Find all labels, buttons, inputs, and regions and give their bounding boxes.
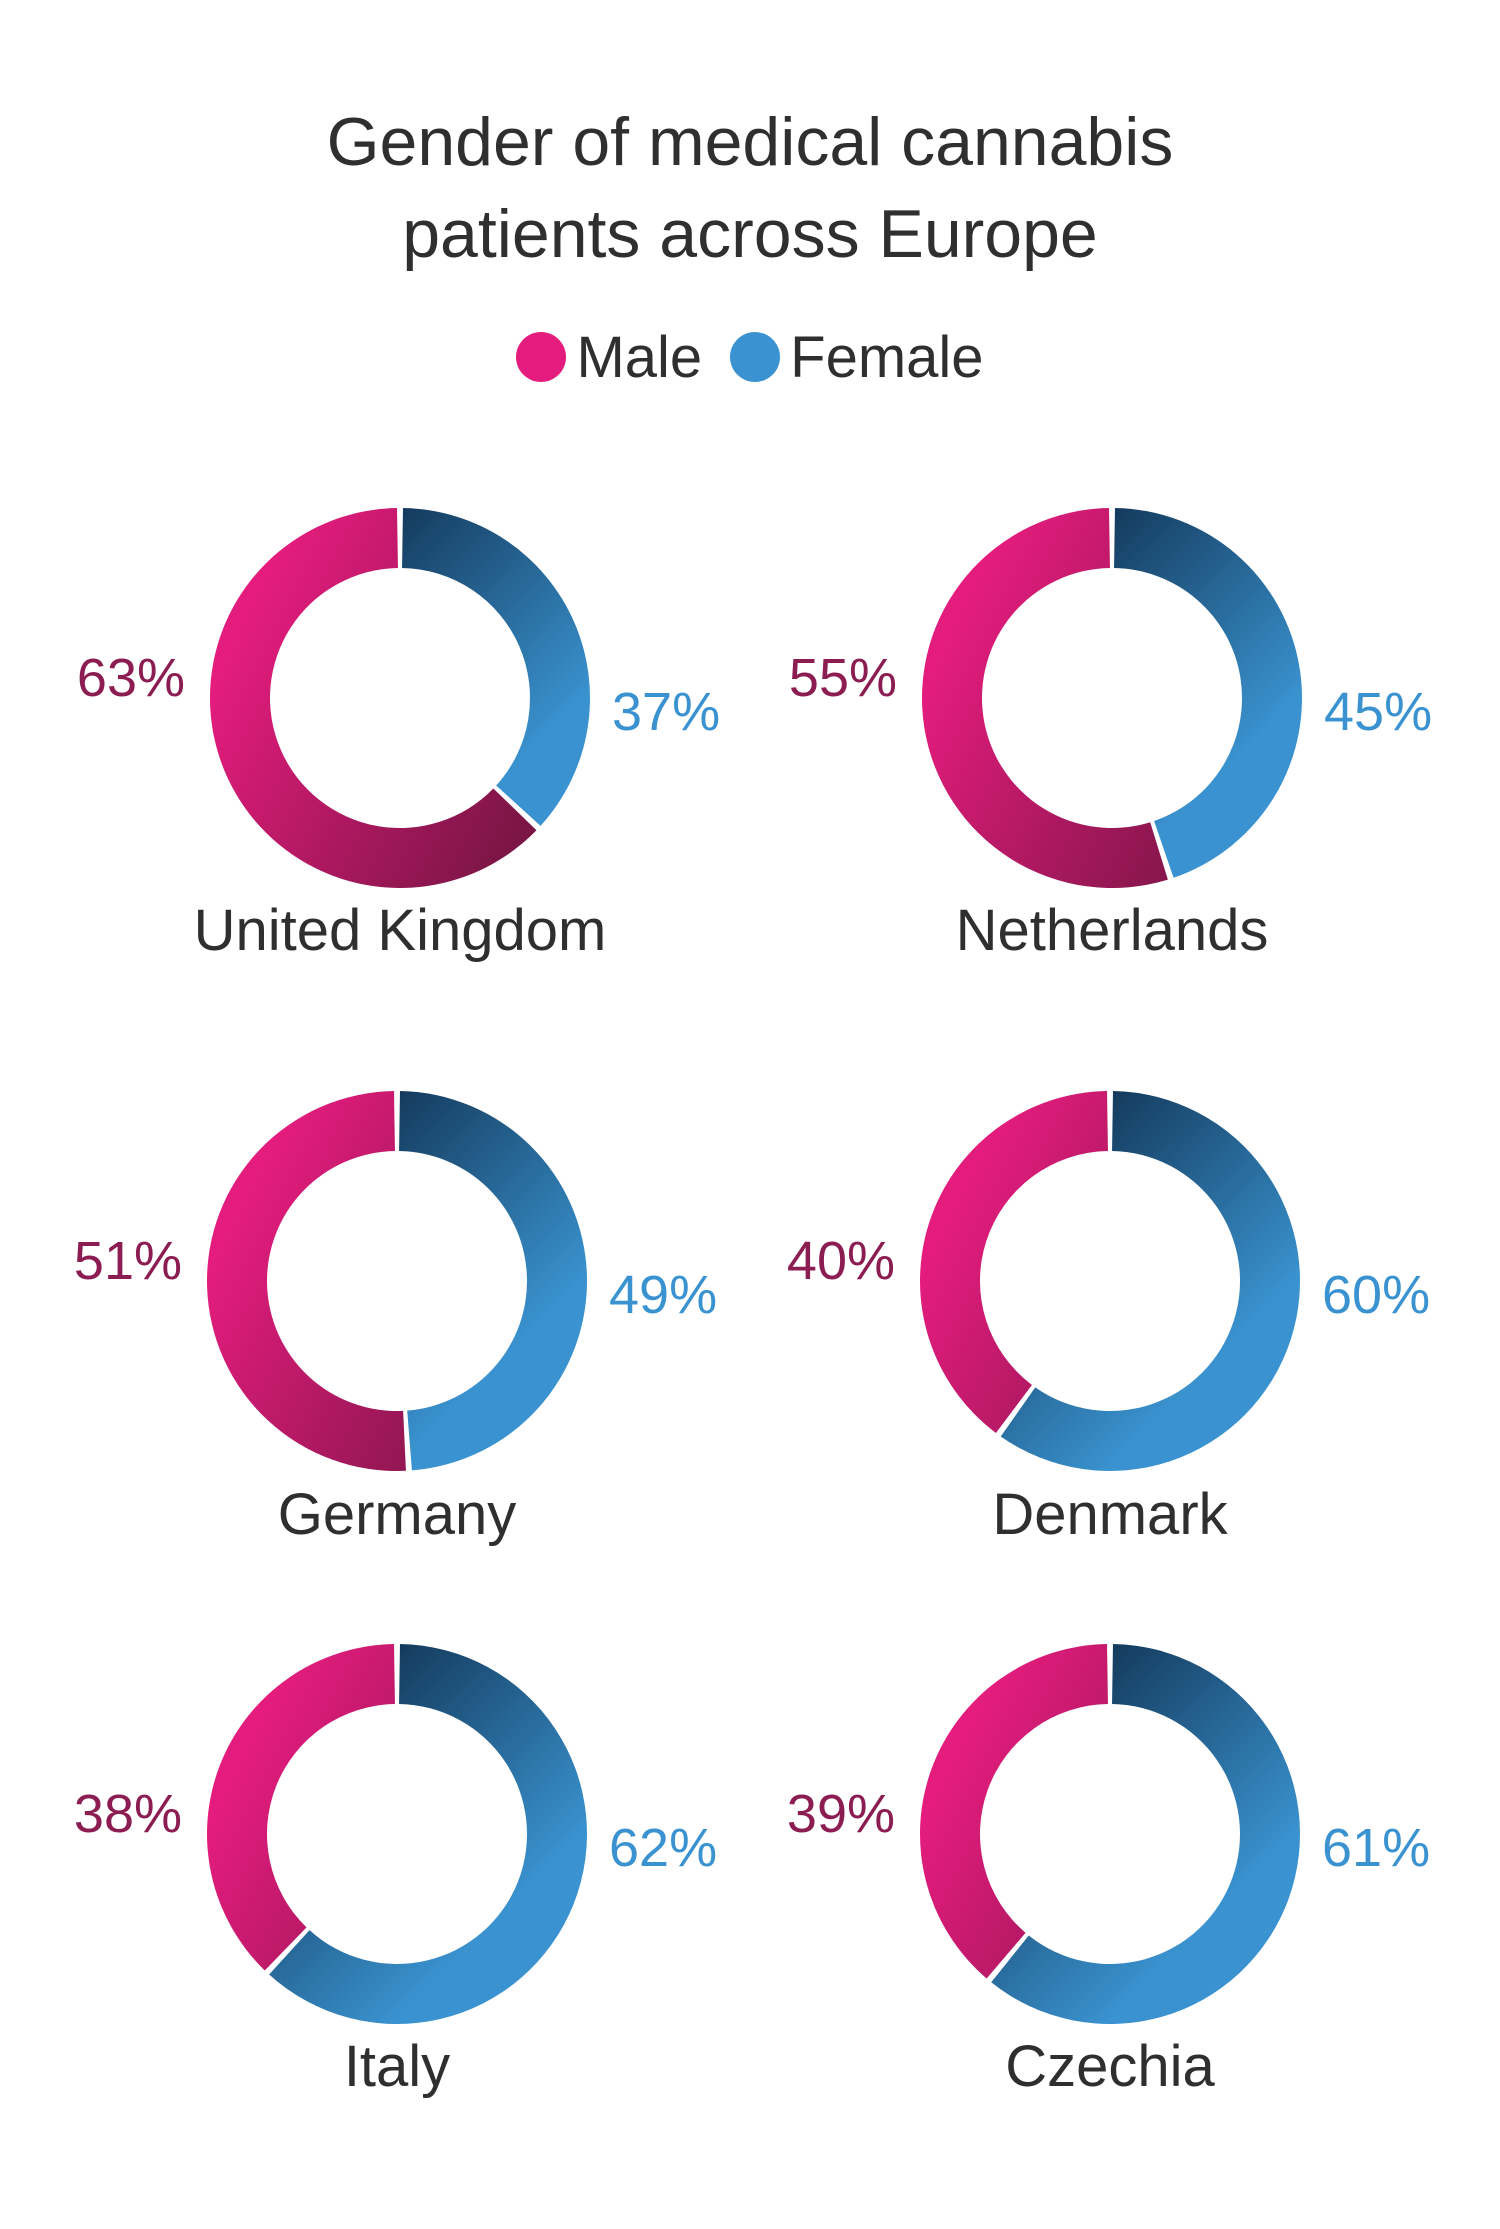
female-arc-czechia — [991, 1644, 1301, 2024]
male-percent-label-netherlands: 55% — [789, 648, 897, 708]
country-label-germany: Germany — [278, 1482, 517, 1547]
donut-chart-denmark: 40% 60% Denmark — [787, 1091, 1430, 1547]
country-label-netherlands: Netherlands — [956, 898, 1269, 963]
male-percent-label-denmark: 40% — [787, 1231, 895, 1291]
legend-label-female: Female — [790, 324, 984, 390]
donut-chart-netherlands: 55% 45% Netherlands — [789, 508, 1432, 963]
female-percent-label-united-kingdom: 37% — [612, 682, 720, 742]
chart-title: Gender of medical cannabis patients acro… — [0, 96, 1500, 280]
male-percent-label-united-kingdom: 63% — [77, 648, 185, 708]
male-arc-netherlands — [922, 508, 1168, 888]
female-percent-label-czechia: 61% — [1322, 1818, 1430, 1878]
female-percent-label-denmark: 60% — [1322, 1265, 1430, 1325]
chart-title-line-2: patients across Europe — [402, 196, 1098, 272]
female-arc-netherlands — [1114, 508, 1303, 878]
male-percent-label-germany: 51% — [74, 1231, 182, 1291]
male-percent-label-czechia: 39% — [787, 1784, 895, 1844]
donut-chart-germany: 51% 49% Germany — [74, 1091, 717, 1547]
male-arc-germany — [206, 1091, 406, 1471]
legend-swatch-male — [516, 332, 567, 382]
male-arc-czechia — [920, 1644, 1108, 1979]
female-arc-united-kingdom — [402, 508, 591, 826]
country-label-denmark: Denmark — [992, 1482, 1228, 1547]
country-label-czechia: Czechia — [1005, 2034, 1215, 2099]
legend-item-male: Male — [516, 324, 702, 391]
legend-item-female: Female — [730, 324, 984, 391]
country-label-united-kingdom: United Kingdom — [194, 898, 607, 963]
female-percent-label-germany: 49% — [609, 1265, 717, 1325]
female-arc-denmark — [1000, 1091, 1300, 1472]
chart-title-line-1: Gender of medical cannabis — [326, 104, 1174, 180]
male-arc-italy — [207, 1644, 395, 1971]
male-arc-united-kingdom — [210, 508, 537, 888]
female-percent-label-netherlands: 45% — [1324, 682, 1432, 742]
female-arc-italy — [269, 1644, 587, 2025]
donut-chart-czechia: 39% 61% Czechia — [787, 1644, 1430, 2099]
legend-swatch-female — [730, 332, 781, 382]
country-label-italy: Italy — [344, 2034, 450, 2099]
legend: Male Female — [0, 322, 1500, 392]
female-arc-germany — [399, 1091, 588, 1471]
donut-chart-united-kingdom: 63% 37% United Kingdom — [77, 508, 720, 963]
male-arc-denmark — [920, 1091, 1108, 1433]
legend-label-male: Male — [576, 324, 703, 390]
male-percent-label-italy: 38% — [74, 1784, 182, 1844]
female-percent-label-italy: 62% — [609, 1818, 717, 1878]
donut-chart-italy: 38% 62% Italy — [74, 1644, 717, 2099]
